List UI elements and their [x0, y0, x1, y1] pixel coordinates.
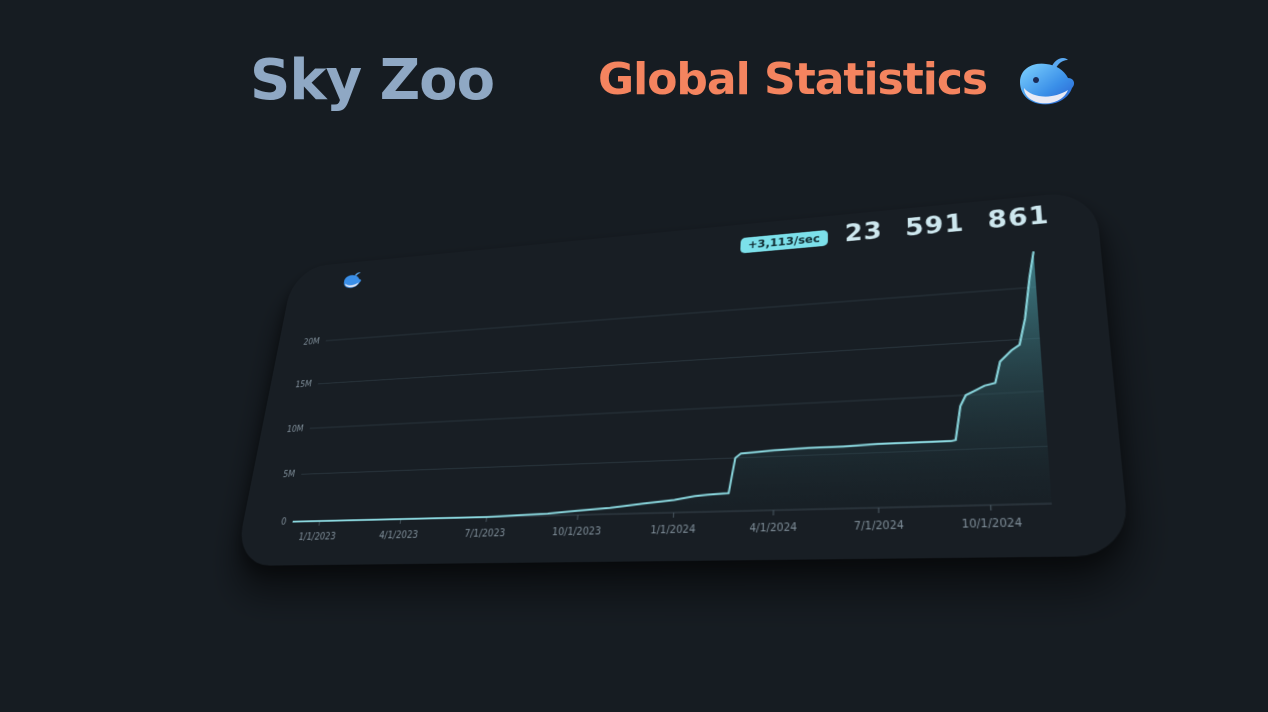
y-tick-label: 5M — [282, 470, 296, 481]
y-tick-label: 15M — [294, 380, 312, 391]
x-tick-label: 7/1/2024 — [854, 520, 905, 533]
stats-card: +3,113/sec 23 591 861 0 5M 10M 15M 20M 1/1/2… — [235, 190, 1131, 566]
y-tick-label: 20M — [302, 337, 320, 347]
series-area — [293, 251, 1052, 521]
grid-line — [310, 391, 1044, 428]
whale-icon — [1016, 52, 1076, 108]
brand-title: Sky Zoo — [250, 48, 494, 113]
page-title: Global Statistics — [598, 54, 987, 105]
x-tick-label: 1/1/2023 — [297, 532, 336, 543]
y-tick-label: 0 — [280, 517, 287, 528]
x-tick-label: 1/1/2024 — [650, 524, 696, 537]
y-tick-label: 10M — [286, 424, 305, 435]
grid-line — [318, 338, 1040, 384]
rate-badge: +3,113/sec — [740, 230, 827, 254]
x-tick-label: 4/1/2024 — [749, 522, 797, 535]
grid-line — [326, 287, 1036, 341]
x-tick-label: 10/1/2023 — [551, 526, 601, 538]
whale-icon — [341, 270, 364, 289]
x-tick-label: 7/1/2023 — [464, 528, 506, 540]
x-tick-label: 4/1/2023 — [378, 530, 418, 542]
x-tick-label: 10/1/2024 — [962, 518, 1024, 532]
growth-chart: 0 5M 10M 15M 20M 1/1/2023 4/1/2023 7/1/2023 10/… — [250, 238, 1077, 559]
